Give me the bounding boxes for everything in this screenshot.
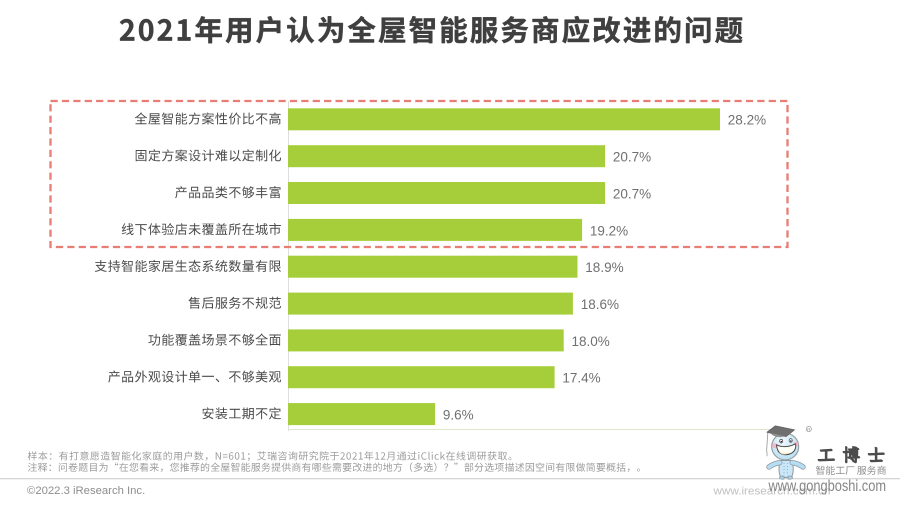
svg-text:17.4%: 17.4% [562,371,600,386]
svg-text:20.7%: 20.7% [613,150,651,165]
svg-text:28.2%: 28.2% [728,113,766,128]
svg-text:R: R [807,427,811,432]
svg-text:20.7%: 20.7% [613,186,651,201]
svg-text:©2022.3 iResearch Inc.: ©2022.3 iResearch Inc. [27,485,145,497]
svg-text:19.2%: 19.2% [590,223,628,238]
svg-text:18.9%: 18.9% [585,260,623,275]
svg-text:9.6%: 9.6% [443,408,474,423]
svg-text:18.0%: 18.0% [572,334,610,349]
svg-text:www.gongboshi.com: www.gongboshi.com [768,478,886,495]
svg-text:www.iresearch.com.cn: www.iresearch.com.cn [712,486,830,498]
svg-text:18.6%: 18.6% [581,297,619,312]
